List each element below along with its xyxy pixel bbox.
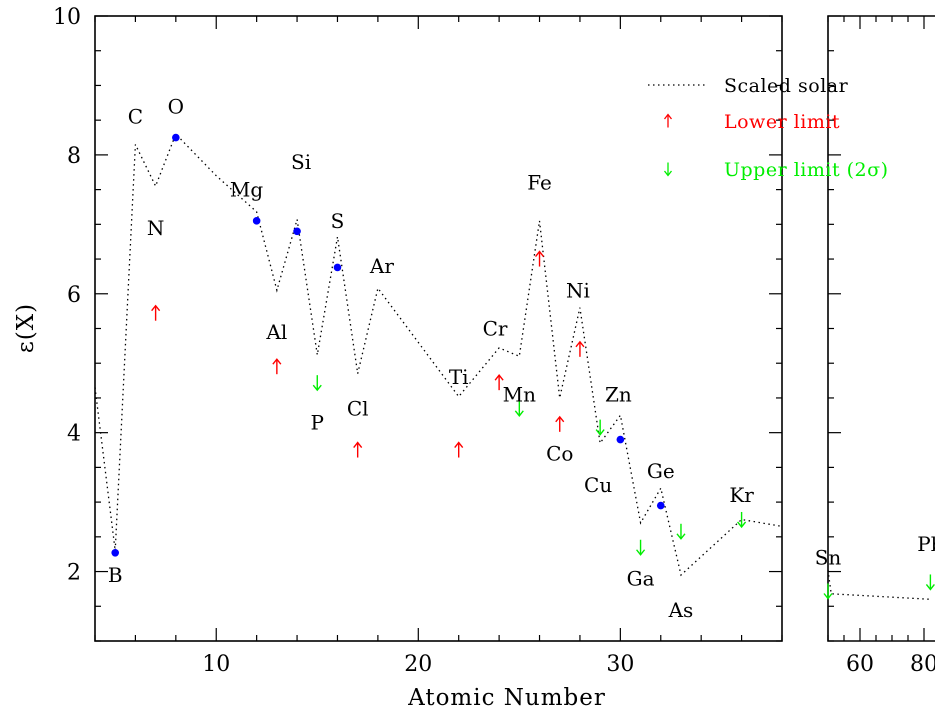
legend-swatch-lower bbox=[663, 113, 673, 120]
lower-limit-arrow bbox=[454, 441, 464, 448]
element-label: Cu bbox=[584, 473, 612, 497]
upper-limit-arrow bbox=[514, 410, 524, 417]
measured-point bbox=[616, 435, 625, 444]
element-label: As bbox=[668, 598, 694, 622]
x-tick-label: 20 bbox=[404, 652, 432, 677]
lower-limit-arrow bbox=[494, 374, 504, 381]
element-label: B bbox=[108, 563, 123, 587]
x-tick-label: 80 bbox=[910, 652, 935, 677]
scaled-solar-line bbox=[94, 132, 783, 577]
legend-swatch-upper bbox=[663, 170, 673, 177]
legend-label: Scaled solar bbox=[724, 75, 849, 97]
element-label: Mg bbox=[230, 178, 263, 202]
upper-limit-arrow bbox=[595, 429, 605, 436]
element-label: Al bbox=[265, 320, 287, 344]
element-label: N bbox=[147, 216, 165, 240]
element-label: Pb bbox=[917, 532, 935, 556]
lower-limit-arrow bbox=[575, 340, 585, 348]
element-label: Kr bbox=[729, 483, 754, 507]
x-tick-label: 10 bbox=[202, 652, 230, 677]
element-label: Sn bbox=[815, 546, 842, 570]
x-tick-label: 30 bbox=[606, 652, 634, 677]
x-tick-label: 60 bbox=[846, 652, 874, 677]
element-label: S bbox=[331, 209, 345, 233]
measured-point bbox=[656, 501, 665, 510]
plot-frames bbox=[94, 15, 935, 642]
x-axis-label: Atomic Number bbox=[407, 685, 606, 711]
y-axis-label: ε(X) bbox=[13, 303, 39, 353]
lower-limit-arrow bbox=[353, 441, 363, 448]
measured-point bbox=[333, 263, 342, 272]
element-label: Cl bbox=[347, 396, 369, 420]
element-label: Ge bbox=[647, 459, 675, 483]
measured-point bbox=[111, 549, 120, 557]
axes: 2 4 6 8 10 10 20 30 60 80 bbox=[53, 5, 935, 677]
element-label: Co bbox=[546, 442, 573, 466]
element-labels: B C N O Mg Si S Al Ar P Cl Ti Cr Fe Mn Ni Co Zn Cu Ge Ga As Kr… bbox=[108, 94, 935, 621]
upper-limit-arrow bbox=[676, 533, 686, 540]
upper-limit-arrow bbox=[737, 521, 747, 529]
lower-limit-arrow bbox=[534, 250, 545, 257]
element-label: Si bbox=[291, 150, 311, 174]
measured-point bbox=[172, 133, 180, 142]
lower-limit-arrow bbox=[272, 358, 282, 365]
element-label: Ti bbox=[449, 365, 469, 389]
element-label: Zn bbox=[605, 382, 632, 406]
scaled-solar-curves bbox=[94, 132, 931, 600]
element-label: C bbox=[128, 105, 143, 129]
element-label: Ga bbox=[627, 567, 655, 591]
legend: Scaled solar Lower limit Upper limit (2σ) bbox=[648, 75, 889, 181]
y-tick-label: 4 bbox=[67, 422, 81, 447]
y-tick-label: 10 bbox=[53, 5, 81, 30]
legend-label: Upper limit (2σ) bbox=[724, 159, 889, 181]
y-tick-label: 6 bbox=[67, 283, 81, 308]
upper-limit-arrow bbox=[925, 584, 935, 591]
data-marks bbox=[111, 133, 935, 600]
element-label: Mn bbox=[503, 382, 536, 406]
element-label: Cr bbox=[483, 317, 508, 341]
element-label: Ni bbox=[566, 278, 590, 302]
element-label: Fe bbox=[527, 171, 552, 195]
left-panel-frame bbox=[94, 15, 783, 642]
element-label: Ar bbox=[369, 254, 394, 278]
element-label: O bbox=[168, 94, 184, 118]
lower-limit-arrow bbox=[151, 304, 161, 312]
scaled-solar-line bbox=[827, 570, 931, 600]
upper-limit-arrow bbox=[823, 593, 833, 600]
measured-point bbox=[252, 217, 261, 225]
y-tick-label: 2 bbox=[67, 561, 81, 586]
legend-label: Lower limit bbox=[724, 111, 840, 133]
upper-limit-arrow bbox=[312, 384, 322, 392]
upper-limit-arrow bbox=[636, 549, 646, 556]
measured-point bbox=[293, 227, 301, 236]
y-tick-label: 8 bbox=[67, 144, 81, 169]
element-label: P bbox=[311, 410, 324, 434]
lower-limit-arrow bbox=[555, 415, 565, 423]
